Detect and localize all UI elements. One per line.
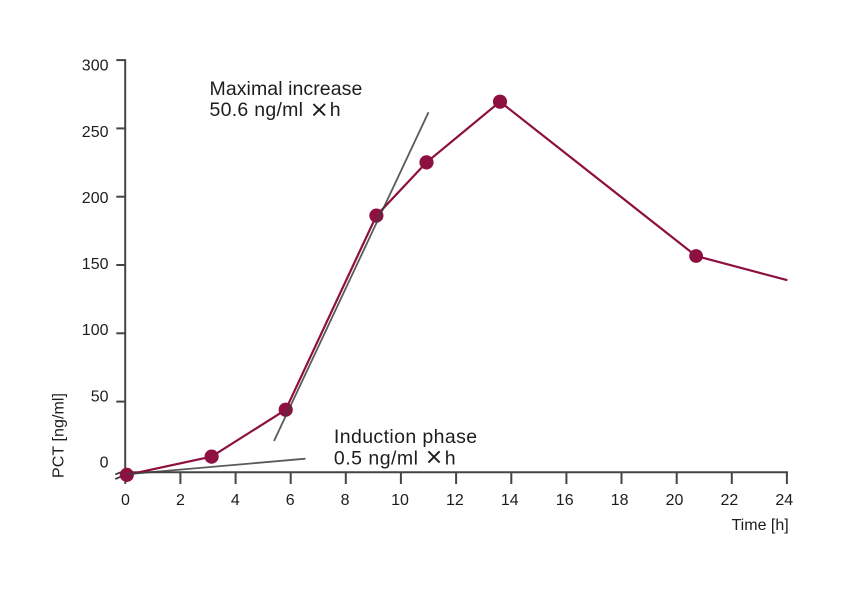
svg-text:0.5 ng/ml: 0.5 ng/ml bbox=[334, 447, 418, 469]
svg-text:Time [h]: Time [h] bbox=[732, 517, 789, 534]
svg-text:18: 18 bbox=[611, 492, 629, 509]
svg-text:12: 12 bbox=[446, 492, 464, 509]
svg-text:22: 22 bbox=[721, 492, 739, 509]
svg-text:6: 6 bbox=[286, 492, 295, 509]
svg-text:250: 250 bbox=[82, 124, 109, 141]
svg-text:100: 100 bbox=[82, 322, 109, 339]
svg-text:h: h bbox=[330, 99, 341, 121]
svg-text:14: 14 bbox=[501, 492, 519, 509]
svg-text:20: 20 bbox=[666, 492, 684, 509]
svg-text:24: 24 bbox=[775, 492, 793, 509]
svg-text:200: 200 bbox=[82, 190, 109, 207]
svg-text:50.6 ng/ml: 50.6 ng/ml bbox=[210, 99, 304, 121]
svg-text:300: 300 bbox=[82, 58, 109, 75]
svg-text:10: 10 bbox=[391, 492, 409, 509]
svg-text:Induction phase: Induction phase bbox=[334, 426, 477, 448]
svg-text:8: 8 bbox=[341, 492, 350, 509]
svg-text:16: 16 bbox=[556, 492, 574, 509]
svg-text:0: 0 bbox=[100, 455, 109, 472]
svg-text:Maximal increase: Maximal increase bbox=[210, 78, 363, 100]
svg-text:50: 50 bbox=[91, 388, 109, 405]
svg-text:150: 150 bbox=[82, 256, 109, 273]
svg-text:0: 0 bbox=[121, 492, 130, 509]
svg-text:h: h bbox=[445, 447, 456, 469]
svg-text:PCT [ng/ml]: PCT [ng/ml] bbox=[51, 393, 68, 478]
svg-text:4: 4 bbox=[231, 492, 240, 509]
svg-text:2: 2 bbox=[176, 492, 185, 509]
